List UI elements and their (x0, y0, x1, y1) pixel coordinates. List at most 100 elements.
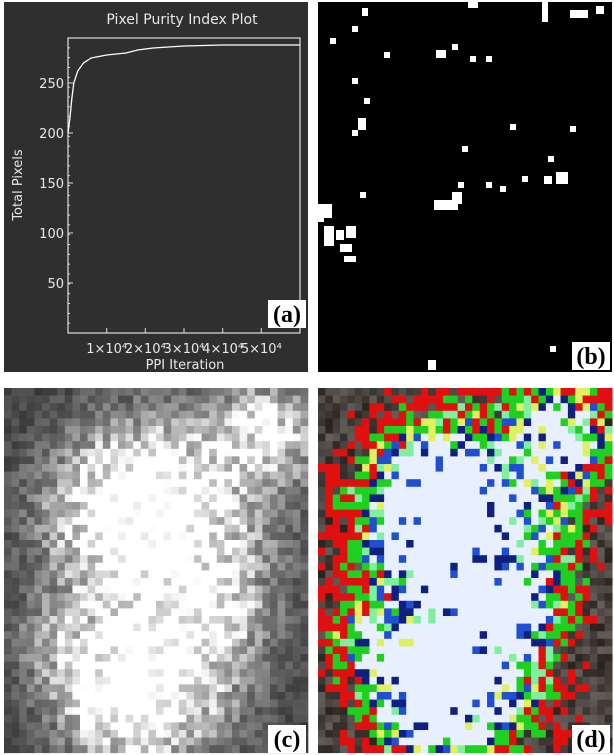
image-cell (148, 403, 156, 411)
image-cell (480, 707, 488, 715)
image-cell (57, 403, 65, 411)
image-cell (141, 639, 149, 647)
image-cell (597, 510, 605, 518)
image-cell (65, 707, 73, 715)
image-cell (502, 578, 510, 586)
image-cell (240, 555, 248, 563)
image-cell (509, 487, 517, 495)
image-cell (186, 555, 194, 563)
image-cell (34, 555, 42, 563)
image-cell (509, 441, 517, 449)
image-cell (293, 456, 301, 464)
image-cell (480, 449, 488, 457)
image-cell (597, 388, 605, 396)
image-cell (72, 601, 80, 609)
image-cell (509, 472, 517, 480)
image-cell (27, 510, 35, 518)
image-cell (472, 738, 480, 746)
image-cell (502, 464, 510, 472)
white-pixel (570, 10, 588, 18)
image-cell (458, 456, 466, 464)
image-cell (27, 684, 35, 692)
image-cell (340, 548, 348, 556)
image-cell (539, 730, 547, 738)
image-cell (575, 396, 583, 404)
image-cell (300, 418, 308, 426)
image-cell (516, 517, 524, 525)
image-cell (171, 464, 179, 472)
image-cell (12, 608, 20, 616)
image-cell (80, 502, 88, 510)
image-cell (57, 700, 65, 708)
image-cell (546, 418, 554, 426)
image-cell (605, 601, 613, 609)
image-cell (255, 654, 263, 662)
image-cell (156, 601, 164, 609)
image-cell (293, 616, 301, 624)
image-cell (202, 654, 210, 662)
image-cell (406, 646, 414, 654)
image-cell (50, 487, 58, 495)
image-cell (300, 540, 308, 548)
image-cell (539, 441, 547, 449)
image-cell (141, 722, 149, 730)
image-cell (262, 548, 270, 556)
image-cell (583, 700, 591, 708)
image-cell (392, 548, 400, 556)
image-cell (300, 434, 308, 442)
image-cell (179, 662, 187, 670)
image-cell (141, 441, 149, 449)
image-cell (72, 502, 80, 510)
image-cell (539, 426, 547, 434)
image-cell (509, 730, 517, 738)
image-cell (232, 654, 240, 662)
image-cell (421, 479, 429, 487)
image-cell (561, 593, 569, 601)
image-cell (88, 517, 96, 525)
image-cell (421, 403, 429, 411)
image-cell (202, 722, 210, 730)
image-cell (285, 479, 293, 487)
image-cell (19, 540, 27, 548)
image-cell (12, 525, 20, 533)
image-cell (27, 692, 35, 700)
image-cell (126, 738, 134, 746)
image-cell (247, 494, 255, 502)
image-cell (531, 411, 539, 419)
image-cell (164, 578, 172, 586)
image-cell (583, 616, 591, 624)
image-cell (362, 745, 370, 753)
image-cell (369, 525, 377, 533)
image-cell (480, 608, 488, 616)
image-cell (583, 669, 591, 677)
image-cell (27, 479, 35, 487)
image-cell (568, 494, 576, 502)
image-cell (72, 715, 80, 723)
image-cell (194, 532, 202, 540)
image-cell (171, 639, 179, 647)
image-cell (325, 738, 333, 746)
image-cell (414, 540, 422, 548)
image-cell (568, 631, 576, 639)
image-cell (377, 586, 385, 594)
image-cell (487, 631, 495, 639)
image-cell (285, 684, 293, 692)
image-cell (171, 738, 179, 746)
image-cell (88, 730, 96, 738)
image-cell (480, 517, 488, 525)
image-cell (110, 722, 118, 730)
image-cell (262, 532, 270, 540)
image-cell (224, 426, 232, 434)
image-cell (19, 487, 27, 495)
image-cell (42, 669, 50, 677)
image-cell (80, 464, 88, 472)
image-cell (50, 418, 58, 426)
image-cell (428, 631, 436, 639)
image-cell (4, 677, 12, 685)
image-cell (362, 578, 370, 586)
image-cell (50, 639, 58, 647)
image-cell (443, 494, 451, 502)
image-cell (95, 525, 103, 533)
image-cell (428, 608, 436, 616)
image-cell (472, 608, 480, 616)
